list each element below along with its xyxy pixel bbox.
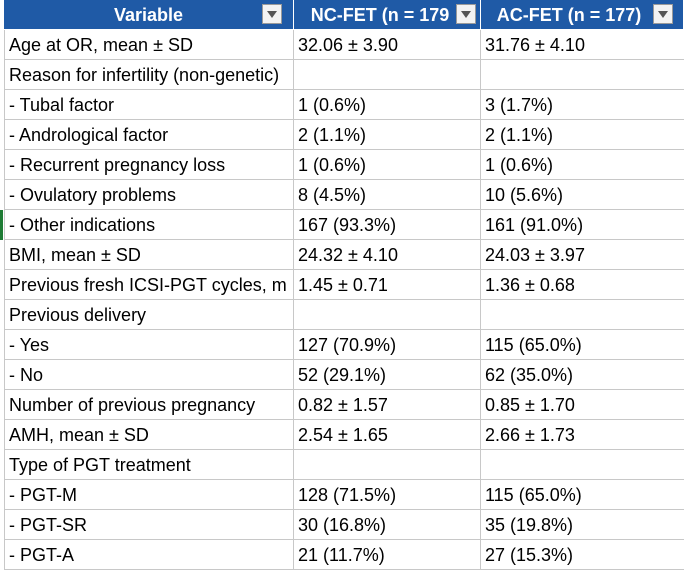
row-label-cell[interactable]: BMI, mean ± SD	[4, 240, 294, 270]
header-row: Variable NC-FET (n = 179 AC-FET (n = 177…	[0, 0, 684, 30]
row-label-cell[interactable]: - No	[4, 360, 294, 390]
table-row: - Recurrent pregnancy loss 1 (0.6%) 1 (0.6…	[0, 150, 684, 180]
ac-fet-cell[interactable]: 2 (1.1%)	[481, 120, 684, 150]
header-label-variable: Variable	[113, 5, 184, 25]
ac-fet-cell[interactable]: 10 (5.6%)	[481, 180, 684, 210]
table-row: Reason for infertility (non-genetic)	[0, 60, 684, 90]
ac-fet-cell[interactable]: 161 (91.0%)	[481, 210, 684, 240]
nc-fet-cell[interactable]: 127 (70.9%)	[294, 330, 481, 360]
ac-fet-cell[interactable]: 35 (19.8%)	[481, 510, 684, 540]
nc-fet-cell[interactable]: 32.06 ± 3.90	[294, 30, 481, 60]
ac-fet-cell[interactable]	[481, 60, 684, 90]
table-row: Previous fresh ICSI-PGT cycles, m 1.45 ± …	[0, 270, 684, 300]
nc-fet-cell[interactable]: 30 (16.8%)	[294, 510, 481, 540]
ac-fet-cell[interactable]: 62 (35.0%)	[481, 360, 684, 390]
header-cell-variable[interactable]: Variable	[4, 0, 294, 30]
row-label-cell[interactable]: - Other indications	[4, 210, 294, 240]
nc-fet-cell[interactable]: 1.45 ± 0.71	[294, 270, 481, 300]
table-row: - PGT-M 128 (71.5%) 115 (65.0%)	[0, 480, 684, 510]
ac-fet-cell[interactable]	[481, 300, 684, 330]
ac-fet-cell[interactable]: 3 (1.7%)	[481, 90, 684, 120]
row-label-cell[interactable]: - Ovulatory problems	[4, 180, 294, 210]
row-label-cell[interactable]: - Andrological factor	[4, 120, 294, 150]
header-cell-nc[interactable]: NC-FET (n = 179	[294, 0, 481, 30]
nc-fet-cell[interactable]: 128 (71.5%)	[294, 480, 481, 510]
nc-fet-cell[interactable]: 52 (29.1%)	[294, 360, 481, 390]
table-row: - Other indications 167 (93.3%) 161 (91.0%…	[0, 210, 684, 240]
chevron-down-icon[interactable]	[653, 4, 673, 24]
table-row: - PGT-SR 30 (16.8%) 35 (19.8%)	[0, 510, 684, 540]
table-row: - Ovulatory problems 8 (4.5%) 10 (5.6%)	[0, 180, 684, 210]
row-label-cell[interactable]: Type of PGT treatment	[4, 450, 294, 480]
row-label-cell[interactable]: Reason for infertility (non-genetic)	[4, 60, 294, 90]
ac-fet-cell[interactable]: 2.66 ± 1.73	[481, 420, 684, 450]
row-label-cell[interactable]: - Recurrent pregnancy loss	[4, 150, 294, 180]
nc-fet-cell[interactable]: 167 (93.3%)	[294, 210, 481, 240]
nc-fet-cell[interactable]: 1 (0.6%)	[294, 90, 481, 120]
nc-fet-cell[interactable]: 24.32 ± 4.10	[294, 240, 481, 270]
nc-fet-cell[interactable]: 2.54 ± 1.65	[294, 420, 481, 450]
header-cell-ac[interactable]: AC-FET (n = 177)	[481, 0, 684, 30]
table-row: Number of previous pregnancy 0.82 ± 1.57 0…	[0, 390, 684, 420]
row-label-cell[interactable]: Previous fresh ICSI-PGT cycles, m	[4, 270, 294, 300]
ac-fet-cell[interactable]: 0.85 ± 1.70	[481, 390, 684, 420]
row-label-cell[interactable]: Age at OR, mean ± SD	[4, 30, 294, 60]
chevron-down-icon[interactable]	[262, 4, 282, 24]
row-label-cell[interactable]: Number of previous pregnancy	[4, 390, 294, 420]
ac-fet-cell[interactable]: 24.03 ± 3.97	[481, 240, 684, 270]
nc-fet-cell[interactable]: 1 (0.6%)	[294, 150, 481, 180]
ac-fet-cell[interactable]: 31.76 ± 4.10	[481, 30, 684, 60]
ac-fet-cell[interactable]: 115 (65.0%)	[481, 480, 684, 510]
row-selection-marker	[0, 210, 3, 240]
row-label-cell[interactable]: - Tubal factor	[4, 90, 294, 120]
nc-fet-cell[interactable]	[294, 450, 481, 480]
ac-fet-cell[interactable]: 115 (65.0%)	[481, 330, 684, 360]
row-label-cell[interactable]: Previous delivery	[4, 300, 294, 330]
nc-fet-cell[interactable]	[294, 300, 481, 330]
row-label-cell[interactable]: - PGT-A	[4, 540, 294, 570]
ac-fet-cell[interactable]: 1.36 ± 0.68	[481, 270, 684, 300]
nc-fet-cell[interactable]: 0.82 ± 1.57	[294, 390, 481, 420]
ac-fet-cell[interactable]: 27 (15.3%)	[481, 540, 684, 570]
table-row: - Tubal factor 1 (0.6%) 3 (1.7%)	[0, 90, 684, 120]
nc-fet-cell[interactable]: 21 (11.7%)	[294, 540, 481, 570]
ac-fet-cell[interactable]: 1 (0.6%)	[481, 150, 684, 180]
row-label-cell[interactable]: - Yes	[4, 330, 294, 360]
nc-fet-cell[interactable]: 2 (1.1%)	[294, 120, 481, 150]
table-row: Type of PGT treatment	[0, 450, 684, 480]
header-label-ac: AC-FET (n = 177)	[496, 5, 642, 25]
table-row: Previous delivery	[0, 300, 684, 330]
header-label-nc: NC-FET (n = 179	[310, 5, 450, 25]
row-label-cell[interactable]: - PGT-SR	[4, 510, 294, 540]
table-row: - PGT-A 21 (11.7%) 27 (15.3%)	[0, 540, 684, 570]
table-row: Age at OR, mean ± SD 32.06 ± 3.90 31.76 ± …	[0, 30, 684, 60]
ac-fet-cell[interactable]	[481, 450, 684, 480]
table-row: AMH, mean ± SD 2.54 ± 1.65 2.66 ± 1.73	[0, 420, 684, 450]
row-label-cell[interactable]: AMH, mean ± SD	[4, 420, 294, 450]
table-row: - Andrological factor 2 (1.1%) 2 (1.1%)	[0, 120, 684, 150]
table-row: - No 52 (29.1%) 62 (35.0%)	[0, 360, 684, 390]
row-label-cell[interactable]: - PGT-M	[4, 480, 294, 510]
chevron-down-icon[interactable]	[456, 4, 476, 24]
nc-fet-cell[interactable]: 8 (4.5%)	[294, 180, 481, 210]
nc-fet-cell[interactable]	[294, 60, 481, 90]
table-row: BMI, mean ± SD 24.32 ± 4.10 24.03 ± 3.97	[0, 240, 684, 270]
table-row: - Yes 127 (70.9%) 115 (65.0%)	[0, 330, 684, 360]
